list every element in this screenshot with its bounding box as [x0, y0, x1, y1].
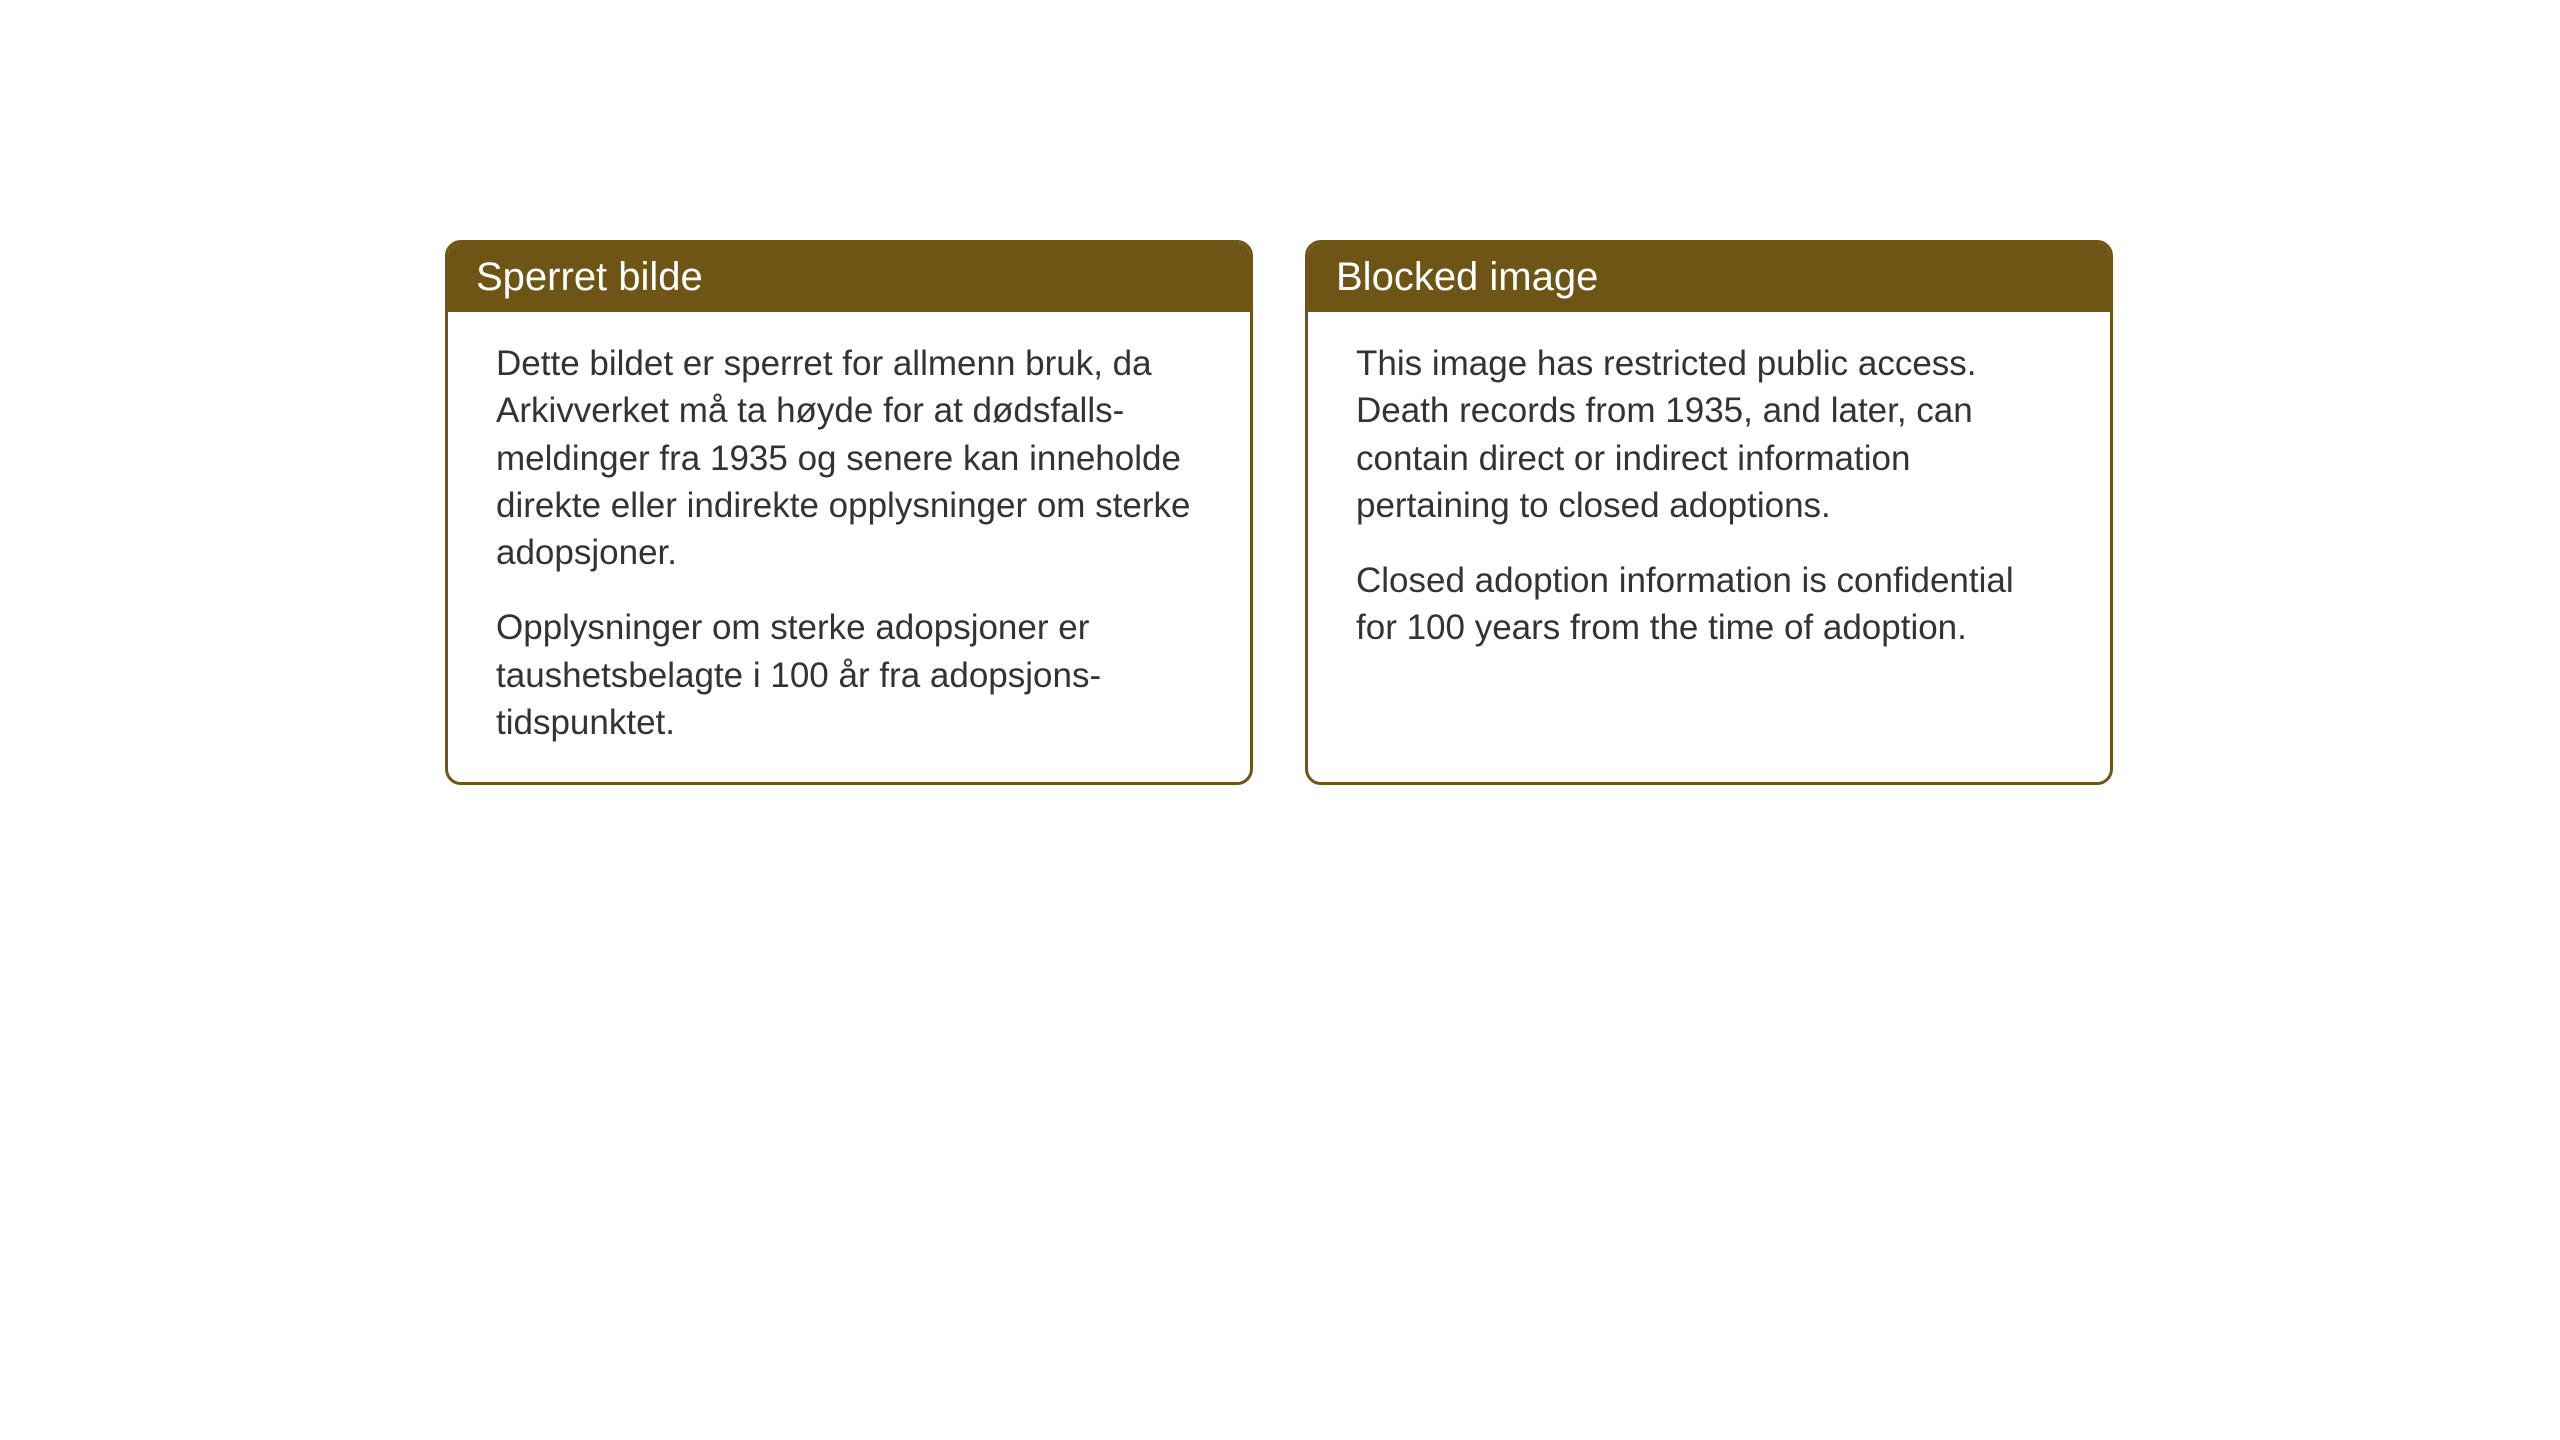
notice-title-english: Blocked image: [1336, 255, 1598, 299]
notice-card-english: Blocked image This image has restricted …: [1305, 240, 2113, 785]
notice-card-norwegian: Sperret bilde Dette bildet er sperret fo…: [445, 240, 1253, 785]
notice-paragraph-2-norwegian: Opplysninger om sterke adopsjoner er tau…: [496, 604, 1202, 746]
notice-paragraph-2-english: Closed adoption information is confident…: [1356, 557, 2062, 652]
notice-container: Sperret bilde Dette bildet er sperret fo…: [445, 240, 2113, 785]
notice-header-norwegian: Sperret bilde: [448, 243, 1250, 312]
notice-body-english: This image has restricted public access.…: [1308, 312, 2110, 688]
notice-paragraph-1-norwegian: Dette bildet er sperret for allmenn bruk…: [496, 340, 1202, 576]
notice-body-norwegian: Dette bildet er sperret for allmenn bruk…: [448, 312, 1250, 782]
notice-header-english: Blocked image: [1308, 243, 2110, 312]
notice-title-norwegian: Sperret bilde: [476, 255, 703, 299]
notice-paragraph-1-english: This image has restricted public access.…: [1356, 340, 2062, 529]
